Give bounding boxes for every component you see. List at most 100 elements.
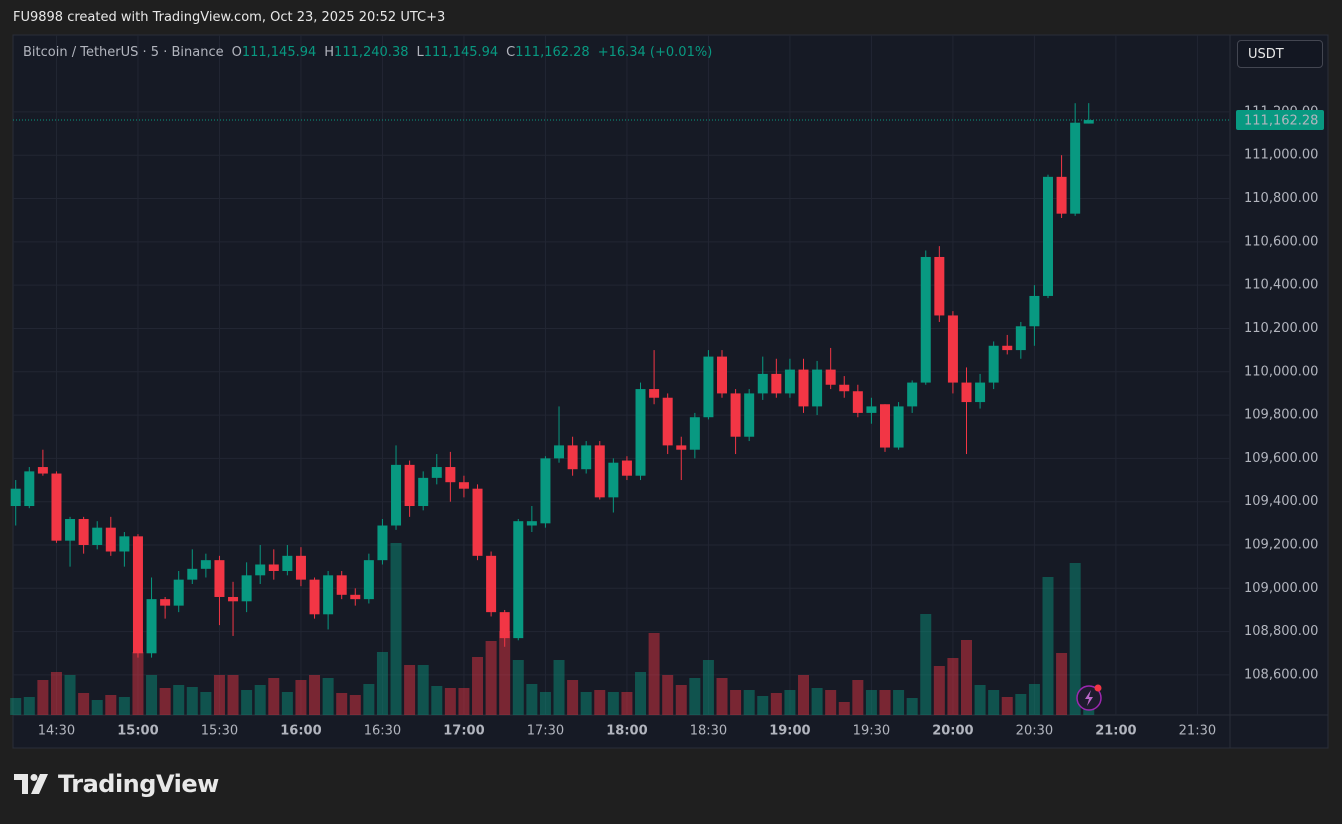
- x-tick-label: 19:30: [853, 724, 890, 739]
- volume-bar: [105, 695, 117, 715]
- candle-body: [526, 521, 537, 526]
- candle-body: [445, 467, 456, 483]
- volume-bar: [458, 688, 470, 715]
- volume-bar: [838, 702, 850, 715]
- candle-body: [771, 373, 782, 394]
- volume-bar: [1028, 684, 1040, 715]
- volume-bar: [10, 698, 22, 715]
- candles: [10, 103, 1094, 658]
- volume-bar: [241, 690, 253, 715]
- candle-body: [689, 417, 700, 450]
- candle-body: [309, 579, 320, 615]
- candle-body: [228, 596, 239, 602]
- logo[interactable]: TradingView: [14, 770, 219, 798]
- candle-body: [676, 445, 687, 450]
- axes: 108,600.00 108,800.00 109,000.00 109,200.00…: [13, 104, 1324, 739]
- candle-body: [160, 599, 171, 606]
- volume-bar: [702, 660, 714, 715]
- volume-bar: [580, 692, 592, 715]
- banner: FU9898 created with TradingView.com, Oct…: [13, 10, 446, 25]
- candle-body: [635, 389, 646, 476]
- volume-bar: [254, 685, 266, 715]
- volume-bar: [825, 690, 837, 715]
- last-price-box: [1236, 110, 1324, 131]
- candle-body: [255, 564, 266, 576]
- candle-body: [839, 384, 850, 392]
- x-tick-label: 20:30: [1016, 724, 1053, 739]
- volume-bar: [743, 690, 755, 715]
- candle-body: [961, 382, 972, 403]
- candle-body: [92, 527, 103, 545]
- volume-bar: [553, 660, 565, 715]
- candle-body: [744, 393, 755, 437]
- ohlc-prefix: C: [506, 45, 516, 60]
- volume-bar: [336, 693, 348, 715]
- volume-bar: [281, 692, 293, 715]
- volume-bar: [417, 665, 429, 715]
- volume-bar: [621, 692, 633, 715]
- candle-body: [404, 464, 415, 507]
- change: +16.34 (+0.01%): [597, 45, 713, 60]
- logo-text: TradingView: [58, 770, 219, 798]
- candle-body: [458, 482, 469, 489]
- volume-bar: [689, 678, 701, 715]
- candle-body: [187, 568, 198, 580]
- volume-bar: [200, 692, 212, 715]
- symbol: Bitcoin / TetherUS · 5 · Binance: [23, 45, 224, 60]
- ohlc-item: H111,240.38: [324, 45, 408, 60]
- volume-bar: [186, 687, 198, 715]
- candle-body: [1042, 176, 1053, 296]
- chart-frame: [12, 34, 1329, 749]
- y-tick-label: 109,200.00: [1244, 538, 1318, 553]
- legend-header: Bitcoin / TetherUS · 5 · Binance O111,14…: [23, 45, 712, 60]
- y-tick-label: 109,000.00: [1244, 581, 1318, 596]
- candle-body: [336, 575, 347, 595]
- volume-bar: [268, 678, 280, 715]
- candle-body: [934, 256, 945, 316]
- volume-bar: [295, 680, 307, 715]
- volume-bar: [431, 686, 443, 715]
- candle-body: [119, 536, 130, 552]
- y-tick-label: 110,400.00: [1244, 278, 1318, 293]
- volume-bar: [594, 690, 606, 715]
- volume-bar: [716, 678, 728, 715]
- candle-body: [65, 519, 76, 541]
- candle-body: [608, 462, 619, 498]
- volume-bar: [499, 631, 511, 715]
- candle-body: [173, 579, 184, 606]
- ohlc-value: 111,240.38: [334, 45, 409, 60]
- candle-body: [200, 560, 211, 569]
- y-tick-label: 109,800.00: [1244, 408, 1318, 423]
- candle-body: [825, 369, 836, 385]
- volume-bar: [893, 690, 905, 715]
- candle-body: [893, 406, 904, 448]
- candle-body: [499, 612, 510, 639]
- ohlc-value: 111,145.94: [241, 45, 317, 60]
- candle-body: [567, 445, 578, 470]
- volume-bar: [798, 675, 810, 715]
- ohlc-value: 111,162.28: [515, 45, 590, 60]
- y-tick-label: 109,600.00: [1244, 451, 1318, 466]
- volume-bar: [91, 700, 103, 715]
- volume-bar: [933, 666, 945, 715]
- lightning-icon[interactable]: [1076, 684, 1102, 711]
- candle-body: [907, 382, 918, 407]
- currency-button[interactable]: USDT: [1237, 40, 1323, 68]
- candle-body: [594, 445, 605, 498]
- volume-bar: [852, 680, 864, 715]
- candle-body: [513, 521, 524, 639]
- volume-bar: [811, 688, 823, 715]
- candle-body: [621, 460, 632, 476]
- volume-bar: [322, 678, 334, 715]
- candle-body: [24, 471, 35, 507]
- volume-bar: [635, 672, 647, 715]
- x-tick-label: 14:30: [38, 724, 75, 739]
- candle-body: [1083, 120, 1094, 124]
- volume-bar: [757, 696, 769, 715]
- candle-body: [214, 560, 225, 597]
- volume-bar: [974, 685, 986, 715]
- volume-bar: [1056, 653, 1068, 715]
- x-tick-label: 21:30: [1179, 724, 1216, 739]
- candle-body: [431, 467, 442, 478]
